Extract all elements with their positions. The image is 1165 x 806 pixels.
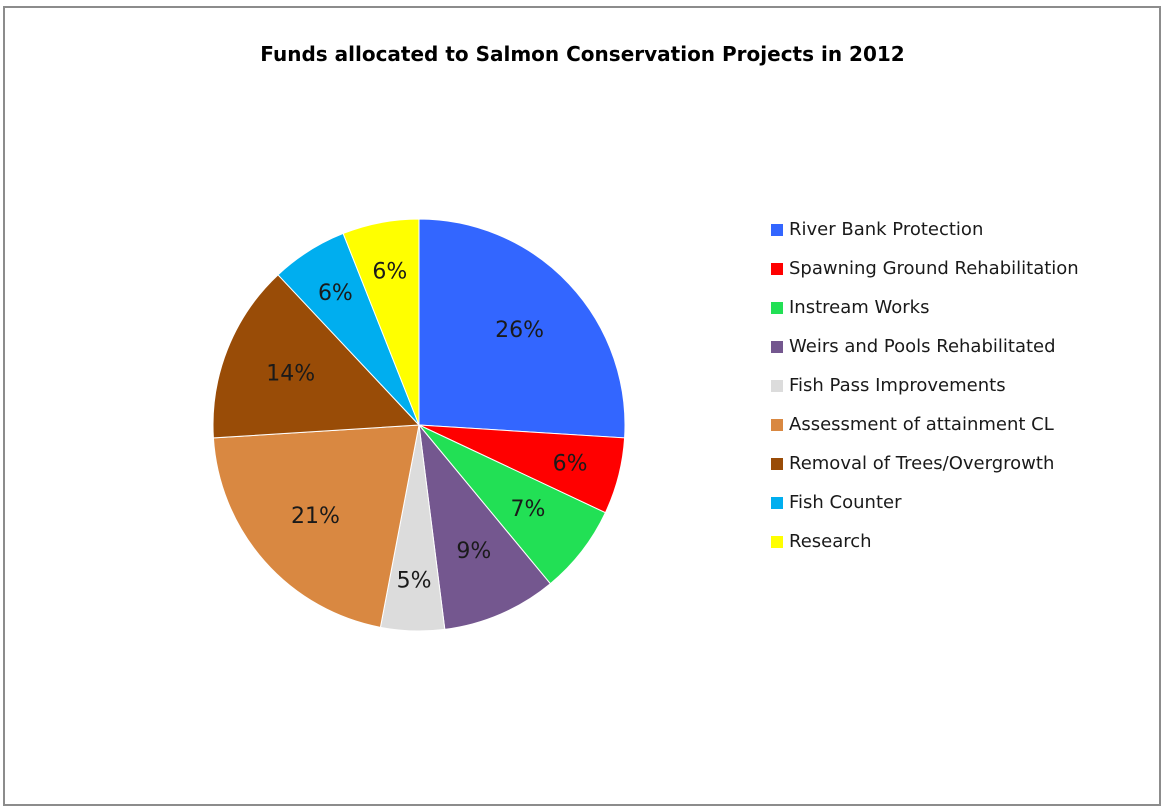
legend: River Bank Protection Spawning Ground Reh… [771, 210, 1079, 561]
slice-data-label: 6% [553, 451, 588, 476]
legend-swatch [771, 535, 783, 548]
legend-item: River Bank Protection [771, 210, 1079, 249]
slice-data-label: 5% [397, 568, 432, 593]
legend-swatch [771, 340, 783, 353]
pie-slice-6 [212, 274, 421, 439]
slice-data-label: 21% [291, 504, 340, 529]
legend-swatch [771, 223, 783, 236]
legend-swatch [771, 379, 783, 392]
legend-item: Instream Works [771, 288, 1079, 327]
legend-label: Assessment of attainment CL [789, 414, 1054, 435]
chart-title: Funds allocated to Salmon Conservation P… [260, 42, 905, 66]
legend-label: Fish Pass Improvements [789, 375, 1006, 396]
legend-item: Research [771, 522, 1079, 561]
legend-item: Fish Counter [771, 483, 1079, 522]
pie-slice-0 [418, 218, 626, 439]
legend-item: Assessment of attainment CL [771, 405, 1079, 444]
legend-item: Fish Pass Improvements [771, 366, 1079, 405]
pie-slice-5 [212, 424, 420, 628]
legend-swatch [771, 457, 783, 470]
legend-label: Fish Counter [789, 492, 902, 513]
legend-label: River Bank Protection [789, 219, 984, 240]
legend-label: Instream Works [789, 297, 930, 318]
slice-data-label: 6% [318, 281, 353, 306]
legend-label: Removal of Trees/Overgrowth [789, 453, 1055, 474]
slice-data-label: 9% [456, 539, 491, 564]
legend-item: Spawning Ground Rehabilitation [771, 249, 1079, 288]
legend-label: Weirs and Pools Rehabilitated [789, 336, 1056, 357]
legend-label: Research [789, 531, 872, 552]
legend-item: Removal of Trees/Overgrowth [771, 444, 1079, 483]
legend-swatch [771, 418, 783, 431]
legend-swatch [771, 496, 783, 509]
slice-data-label: 26% [495, 318, 544, 343]
legend-label: Spawning Ground Rehabilitation [789, 258, 1079, 279]
slice-data-label: 14% [266, 362, 315, 387]
legend-item: Weirs and Pools Rehabilitated [771, 327, 1079, 366]
legend-swatch [771, 262, 783, 275]
slice-data-label: 6% [372, 259, 407, 284]
pie-slice-8 [342, 218, 420, 426]
slice-data-label: 7% [511, 497, 546, 522]
pie-slice-3 [418, 423, 552, 630]
legend-swatch [771, 301, 783, 314]
